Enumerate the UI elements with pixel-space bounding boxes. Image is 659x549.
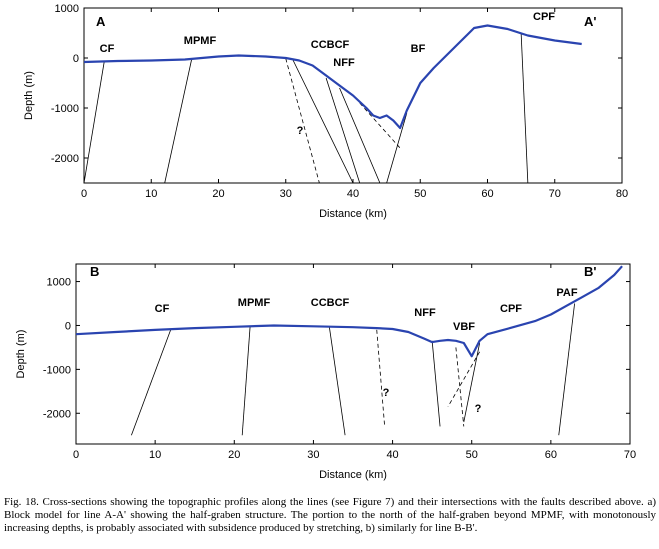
x-tick-label: 10 <box>149 449 161 461</box>
fault-label: NFF <box>333 57 355 69</box>
x-tick-label: 80 <box>616 188 628 200</box>
y-axis-label: Depth (m) <box>23 71 35 120</box>
x-axis-label: Distance (km) <box>319 208 387 220</box>
fault-line <box>386 112 408 184</box>
uncertainty-mark: ? <box>297 125 304 137</box>
panel-start-label: B <box>90 264 99 279</box>
fault-label: CCBCF <box>311 297 350 309</box>
fault-line <box>447 351 480 407</box>
fault-line <box>520 32 529 184</box>
x-tick-label: 40 <box>386 449 398 461</box>
x-tick-label: 50 <box>414 188 426 200</box>
panel-end-label: B' <box>584 264 596 279</box>
fault-line <box>339 87 381 184</box>
x-tick-label: 20 <box>212 188 224 200</box>
x-tick-label: 50 <box>466 449 478 461</box>
x-tick-label: 30 <box>307 449 319 461</box>
x-tick-label: 20 <box>228 449 240 461</box>
fault-label: MPMF <box>238 297 271 309</box>
fault-line <box>463 342 481 423</box>
x-tick-label: 60 <box>545 449 557 461</box>
y-tick-label: 1000 <box>47 277 71 289</box>
y-tick-label: -2000 <box>51 153 79 165</box>
uncertainty-mark: ? <box>383 387 390 399</box>
fault-label: VBF <box>453 321 475 333</box>
fault-line <box>83 61 105 184</box>
y-tick-label: -1000 <box>51 103 79 115</box>
fault-label: BF <box>411 43 426 55</box>
figure-caption: Fig. 18. Cross-sections showing the topo… <box>4 496 656 534</box>
plot-frame <box>75 263 631 445</box>
fault-label: PAF <box>556 287 577 299</box>
fault-label: CF <box>100 43 115 55</box>
y-tick-label: 0 <box>73 53 79 65</box>
x-tick-label: 0 <box>81 188 87 200</box>
x-tick-label: 70 <box>549 188 561 200</box>
fault-line <box>325 77 361 184</box>
x-tick-label: 70 <box>624 449 636 461</box>
uncertainty-mark: ? <box>475 403 482 415</box>
fault-label: CPF <box>500 303 522 315</box>
panel-a-chart: 0 10 20 30 40 50 60 70 80 1000 0 -1000 -2000 Distance… <box>23 3 628 220</box>
y-tick-label: -2000 <box>43 408 71 420</box>
x-tick-label: 40 <box>347 188 359 200</box>
fault-label: CCBCF <box>311 39 350 51</box>
panel-b-chart: 0 10 20 30 40 50 60 70 1000 0 -1000 -2000 Distance (… <box>15 263 636 481</box>
fault-label: NFF <box>414 307 436 319</box>
fault-line <box>241 326 251 436</box>
panel-start-label: A <box>96 14 106 29</box>
fault-line <box>431 340 441 427</box>
fault-line <box>292 58 354 184</box>
fault-label: CF <box>155 303 170 315</box>
y-tick-label: 1000 <box>55 3 79 15</box>
fault-line <box>131 328 172 436</box>
fault-line <box>455 347 465 427</box>
fault-line <box>376 329 386 427</box>
topographic-profile-line <box>83 24 582 130</box>
x-tick-label: 0 <box>73 449 79 461</box>
fault-label: CPF <box>533 11 555 23</box>
y-axis-label: Depth (m) <box>15 330 27 379</box>
fault-line <box>359 102 401 149</box>
y-tick-label: -1000 <box>43 364 71 376</box>
fault-line <box>558 303 575 436</box>
fault-label: MPMF <box>184 35 217 47</box>
panel-end-label: A' <box>584 14 596 29</box>
x-tick-label: 30 <box>280 188 292 200</box>
topographic-profile-line <box>75 265 623 358</box>
fault-line <box>285 58 320 184</box>
y-tick-label: 0 <box>65 320 71 332</box>
fault-line <box>328 326 346 436</box>
x-tick-label: 60 <box>481 188 493 200</box>
x-tick-label: 10 <box>145 188 157 200</box>
fault-line <box>164 59 192 184</box>
x-axis-label: Distance (km) <box>319 469 387 481</box>
